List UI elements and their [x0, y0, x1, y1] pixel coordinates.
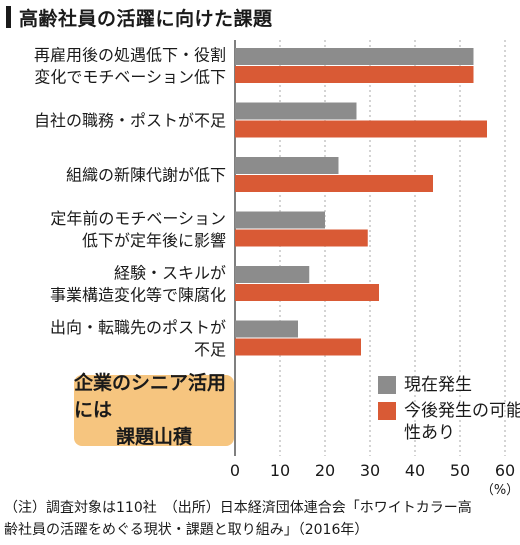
source-note-line-2: 齢社員の活躍をめぐる現状・課題と取り組み」（2016年）: [4, 522, 369, 538]
callout-box: 企業のシニア活用には 課題山積: [74, 372, 234, 448]
legend-swatch-future: [378, 402, 396, 420]
bar-future-5: [235, 338, 361, 356]
legend-item-current: 現在発生: [378, 374, 520, 396]
bar-current-5: [235, 320, 298, 338]
source-note: （注）調査対象は110社 （出所）日本経済団体連合会「ホワイトカラー高 齢社員の…: [4, 497, 518, 541]
callout-line-1: 企業のシニア活用には: [74, 372, 227, 421]
chart-title-row: 高齢社員の活躍に向けた課題: [6, 4, 273, 30]
bar-future-1: [235, 120, 487, 138]
category-label-1-0: 自社の職務・ポストが不足: [34, 111, 226, 130]
x-axis-unit: （%）: [481, 483, 519, 498]
legend-swatch-current: [378, 376, 396, 394]
category-label-5-1: 不足: [194, 340, 226, 359]
category-label-4-1: 事業構造変化等で陳腐化: [50, 286, 226, 305]
x-tick-label-10: 10: [270, 461, 290, 480]
bar-current-1: [235, 102, 357, 120]
bar-future-0: [235, 66, 474, 83]
legend-label-future: 今後発生の可能性あり: [404, 401, 520, 443]
category-label-0-1: 変化でモチベーション低下: [34, 68, 226, 87]
category-label-3-1: 低下が定年後に影響: [82, 231, 226, 250]
category-label-0-0: 再雇用後の処遇低下・役割: [34, 46, 226, 65]
legend: 現在発生 今後発生の可能性あり: [378, 374, 520, 448]
callout-line-2: 課題山積: [115, 426, 192, 448]
x-tick-label-40: 40: [405, 461, 425, 480]
bar-future-4: [235, 284, 379, 301]
bar-current-3: [235, 211, 325, 229]
bar-current-0: [235, 48, 474, 65]
bar-future-3: [235, 229, 368, 247]
chart-title: 高齢社員の活躍に向けた課題: [19, 7, 273, 30]
legend-label-current: 現在発生: [404, 375, 472, 395]
bar-future-2: [235, 175, 433, 192]
category-label-3-0: 定年前のモチベーション: [50, 209, 226, 228]
legend-item-future: 今後発生の可能性あり: [378, 400, 520, 444]
x-tick-label-30: 30: [360, 461, 380, 480]
bar-current-4: [235, 266, 310, 283]
title-marker: [6, 6, 11, 28]
bar-current-2: [235, 157, 339, 174]
category-label-4-0: 経験・スキルが: [114, 264, 226, 283]
source-note-line-1: （注）調査対象は110社 （出所）日本経済団体連合会「ホワイトカラー高: [4, 500, 472, 516]
x-tick-label-0: 0: [230, 461, 240, 480]
category-label-5-0: 出向・転職先のポストが: [50, 318, 226, 337]
x-tick-label-20: 20: [315, 461, 335, 480]
x-tick-label-60: 60: [495, 461, 515, 480]
x-tick-label-50: 50: [450, 461, 470, 480]
category-label-2-0: 組織の新陳代謝が低下: [66, 166, 226, 185]
